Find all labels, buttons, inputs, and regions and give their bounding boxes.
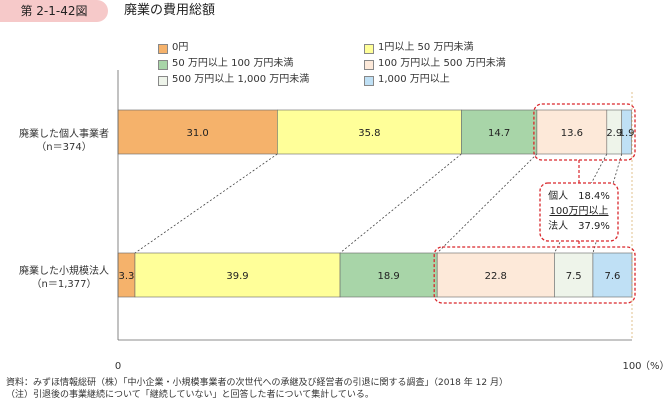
legend-label: 1円以上 50 万円未満 [378, 42, 474, 53]
legend-label: 500 万円以上 1,000 万円未満 [172, 74, 310, 85]
data-label: 22.8 [485, 271, 507, 282]
bar-segment [134, 252, 341, 298]
chart-title: 廃業の費用総額 [124, 3, 216, 18]
legend-swatch [158, 76, 168, 86]
data-label: 3.3 [119, 271, 135, 282]
x-axis-unit: （%） [640, 360, 664, 372]
highlight-box [533, 103, 636, 161]
data-label: 7.6 [605, 271, 621, 282]
legend-label: 0円 [172, 42, 189, 53]
data-label: 18.9 [377, 271, 399, 282]
category-label-individual: 廃業した個人事業者 （n＝374） [14, 128, 114, 154]
category-name: 廃業した小規模法人 [19, 266, 109, 277]
data-label: 13.6 [561, 128, 583, 139]
x-tick-label: 0 [115, 361, 121, 372]
category-name: 廃業した個人事業者 [19, 129, 109, 140]
data-label: 1.9 [619, 128, 635, 139]
annotation-text: 100万円以上 [549, 205, 608, 217]
bar-segment [461, 109, 538, 155]
annotation-text: 個人 18.4% [548, 189, 610, 202]
bar-segment [436, 252, 555, 298]
x-tick-label: 100 [622, 361, 641, 372]
connector-line [339, 153, 462, 254]
legend-swatch [364, 44, 374, 54]
bar-segment [554, 252, 594, 298]
highlight-box [433, 246, 636, 304]
legend-swatch [158, 60, 168, 70]
bar-segment [621, 109, 632, 155]
legend-label: 50 万円以上 100 万円未満 [172, 58, 294, 69]
legend-label: 100 万円以上 500 万円未満 [378, 58, 506, 69]
legend-swatch [364, 60, 374, 70]
data-label: 7.5 [566, 271, 582, 282]
data-label: 2.9 [606, 128, 622, 139]
data-label: 35.8 [358, 128, 380, 139]
connector-line [134, 153, 278, 254]
data-label: 39.9 [226, 271, 248, 282]
bar-segment [536, 109, 608, 155]
category-n: （n＝1,377） [31, 279, 97, 290]
figure-number-badge: 第 2-1-42図 [0, 0, 108, 22]
bar-segment [277, 109, 462, 155]
category-n: （n＝374） [36, 142, 92, 153]
legend-label: 1,000 万円以上 [378, 74, 450, 85]
annotation-text: 法人 37.9% [548, 219, 610, 232]
footnote-source: 資料：みずほ情報総研（株）「中小企業・小規模事業者の次世代への承継及び経営者の引… [6, 378, 508, 388]
legend-swatch [158, 44, 168, 54]
category-label-corporation: 廃業した小規模法人 （n＝1,377） [14, 265, 114, 291]
data-label: 31.0 [187, 128, 209, 139]
bar-segment [592, 252, 633, 298]
legend-swatch [364, 76, 374, 86]
bar-segment [339, 252, 438, 298]
connector-line [436, 153, 538, 254]
data-label: 14.7 [488, 128, 510, 139]
footnote-note: （注）引退後の事業継続について「継続していない」と回答した者について集計している… [6, 390, 374, 400]
